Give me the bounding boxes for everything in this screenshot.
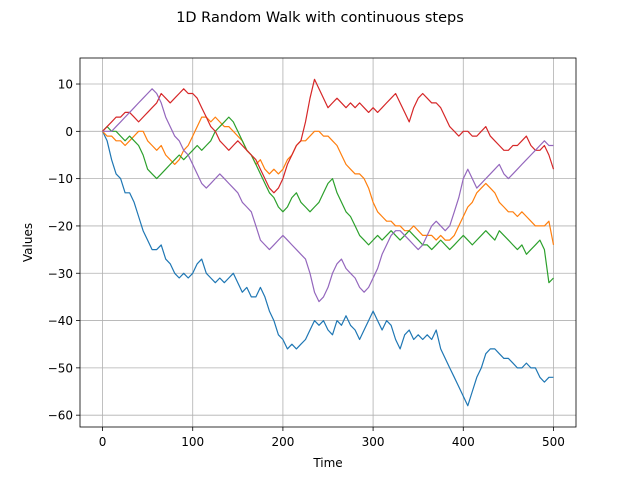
y-tick-label: −50: [48, 361, 73, 375]
y-tick-label: −60: [48, 409, 73, 423]
series-line-1: [101, 131, 554, 407]
plot-frame: [79, 57, 577, 428]
series-line-4: [102, 78, 555, 194]
x-tick-label: 300: [362, 435, 385, 449]
y-tick-label: 0: [65, 125, 73, 139]
x-tick-label: 500: [542, 435, 565, 449]
grid-lines: [80, 58, 576, 427]
x-axis-label: Time: [312, 456, 342, 470]
series-line-3: [102, 116, 554, 284]
chart-title: 1D Random Walk with continuous steps: [176, 10, 464, 26]
series-line-2: [102, 116, 555, 246]
x-tick-label: 100: [181, 435, 204, 449]
x-tick-label: 400: [452, 435, 475, 449]
series-line-5: [102, 88, 554, 303]
x-tick-label: 0: [99, 435, 107, 449]
y-tick-label: −40: [48, 314, 73, 328]
y-tick-label: −30: [48, 267, 73, 281]
y-tick-label: −10: [48, 172, 73, 186]
x-tick-label: 200: [271, 435, 294, 449]
y-tick-label: −20: [48, 219, 73, 233]
y-tick-label: 10: [58, 78, 73, 92]
y-axis-label: Values: [21, 223, 35, 262]
series-lines: [101, 78, 555, 407]
